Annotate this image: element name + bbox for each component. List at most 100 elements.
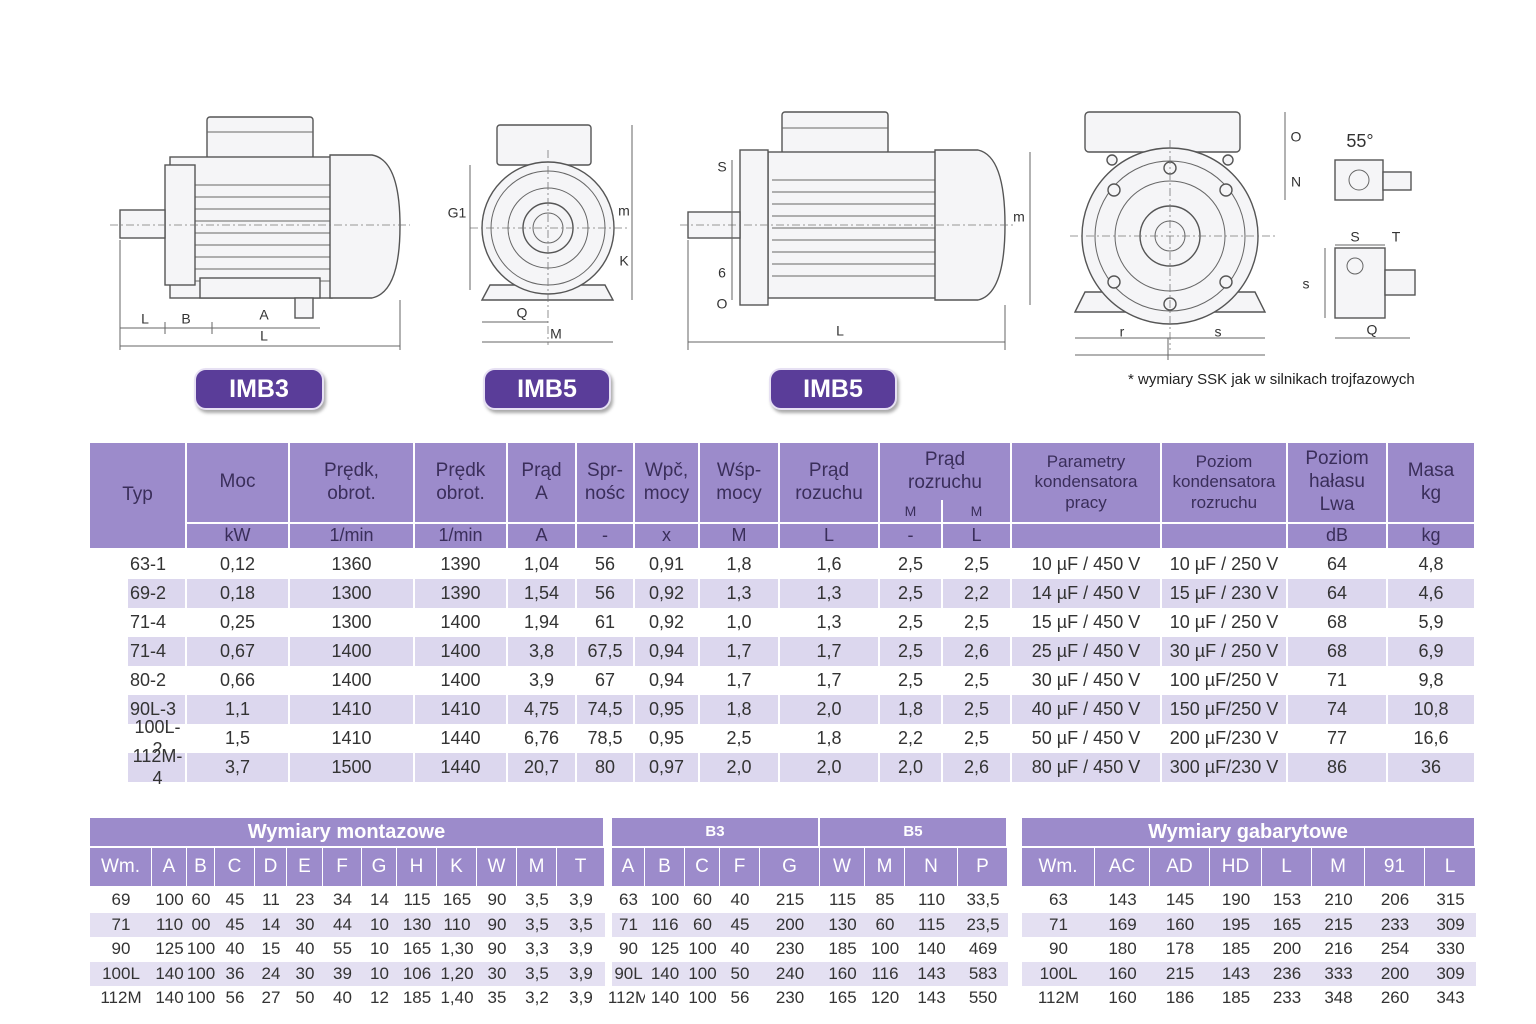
table-cell: 15 xyxy=(255,937,287,962)
table-cell: 10 µF / 450 V xyxy=(1012,550,1162,579)
table-cell: 50 xyxy=(287,986,323,1011)
table-cell: 1360 xyxy=(290,550,415,579)
table-cell: 71 xyxy=(612,912,645,937)
table-cell: 140 xyxy=(645,986,685,1011)
dimension-label: M xyxy=(550,326,562,342)
table-cell: 36 xyxy=(215,961,255,986)
dimension-label: m xyxy=(1013,209,1025,225)
table-title: B3 xyxy=(612,818,820,846)
table-cell: 112M xyxy=(90,986,152,1011)
table-cell: 3,5 xyxy=(517,961,557,986)
table-cell: 10 µF / 250 V xyxy=(1162,550,1288,579)
dimension-label: O xyxy=(717,296,728,312)
table-cell: 100 xyxy=(685,961,720,986)
table-cell: 2,0 xyxy=(880,753,943,782)
table-cell: 3,5 xyxy=(557,912,605,937)
table-cell: 50 µF / 450 V xyxy=(1012,724,1162,753)
table-cell: 68 xyxy=(1288,637,1388,666)
dimension-label: r xyxy=(1120,324,1125,340)
table-cell: 1,8 xyxy=(780,724,880,753)
table-cell: 63-1 xyxy=(128,550,187,579)
header-cell: C xyxy=(215,848,255,886)
table-cell: 10 xyxy=(362,912,397,937)
table-cell: 169 xyxy=(1095,912,1150,937)
table-cell: 3,9 xyxy=(508,666,577,695)
table-cell: 2,5 xyxy=(880,666,943,695)
unit-cell: L xyxy=(943,522,1012,548)
table-cell: 0,97 xyxy=(635,753,700,782)
header-cell: Prąd A xyxy=(508,443,577,522)
header-cell: C xyxy=(685,848,720,886)
unit-cell: kg xyxy=(1388,522,1476,548)
table-cell: 39 xyxy=(323,961,362,986)
table-cell: 74,5 xyxy=(577,695,635,724)
table-cell: 469 xyxy=(958,937,1008,962)
table-cell: 71-4 xyxy=(128,608,187,637)
table-cell: 140 xyxy=(152,986,187,1011)
table-cell: 140 xyxy=(152,961,187,986)
table-cell: 60 xyxy=(865,912,905,937)
header-cell: AC xyxy=(1095,848,1150,886)
table-cell: 67,5 xyxy=(577,637,635,666)
unit-cell: 1/min xyxy=(290,522,415,548)
table-cell: 80 µF / 450 V xyxy=(1012,753,1162,782)
table-cell: 185 xyxy=(1210,986,1262,1011)
header-cell: P xyxy=(958,848,1008,886)
table-cell: 90 xyxy=(477,937,517,962)
table-cell: 143 xyxy=(905,986,958,1011)
table-cell: 1,7 xyxy=(700,637,780,666)
dimension-label: O xyxy=(1291,129,1302,145)
table-cell: 112M xyxy=(608,986,649,1011)
table-cell: 1,1 xyxy=(187,695,290,724)
table-cell: 1410 xyxy=(290,724,415,753)
table-cell: 348 xyxy=(1312,986,1365,1011)
table-cell: 34 xyxy=(323,888,362,913)
table-cell: 2,2 xyxy=(880,724,943,753)
table-cell: 1,3 xyxy=(700,579,780,608)
unit-cell: kW xyxy=(187,522,290,548)
table-cell: 200 xyxy=(1262,937,1312,962)
table-cell: 45 xyxy=(215,912,255,937)
table-cell: 100 xyxy=(685,986,720,1011)
table-cell: 40 xyxy=(215,937,255,962)
table-cell: 71 xyxy=(1288,666,1388,695)
table-cell: 130 xyxy=(397,912,437,937)
drawing-flange-front xyxy=(1070,111,1416,360)
table-cell: 63 xyxy=(1022,888,1095,913)
table-cell: 9,8 xyxy=(1388,666,1476,695)
header-cell: H xyxy=(397,848,437,886)
table-cell: 56 xyxy=(215,986,255,1011)
table-cell: 64 xyxy=(1288,579,1388,608)
dimension-label: L xyxy=(836,323,844,339)
header-cell: W xyxy=(820,848,865,886)
table-cell: 16,6 xyxy=(1388,724,1476,753)
table-cell: 160 xyxy=(1095,961,1150,986)
dimension-label: L xyxy=(260,328,268,344)
table-cell: 112M-4 xyxy=(128,746,187,788)
table-cell: 6,9 xyxy=(1388,637,1476,666)
table-cell: 333 xyxy=(1312,961,1365,986)
table-cell: 1,04 xyxy=(508,550,577,579)
unit-cell: M xyxy=(700,522,780,548)
table-cell: 100L-2 xyxy=(128,717,187,759)
table-cell: 86 xyxy=(1288,753,1388,782)
table-cell: 1,54 xyxy=(508,579,577,608)
table-cell: 56 xyxy=(577,579,635,608)
header-cell: F xyxy=(323,848,362,886)
dimension-label: Q xyxy=(1367,322,1378,338)
table-cell: 1440 xyxy=(415,724,508,753)
table-cell: 12 xyxy=(362,986,397,1011)
table-cell: 309 xyxy=(1425,961,1476,986)
table-cell: 1400 xyxy=(415,608,508,637)
table-cell: 56 xyxy=(577,550,635,579)
table-cell: 0,92 xyxy=(635,579,700,608)
table-title: Wymiary montazowe xyxy=(90,818,605,846)
header-cell: A xyxy=(152,848,187,886)
table-cell: 4,8 xyxy=(1388,550,1476,579)
table-cell: 2,5 xyxy=(943,724,1012,753)
table-cell: 2,6 xyxy=(943,753,1012,782)
table-cell: 309 xyxy=(1425,912,1476,937)
table-cell: 140 xyxy=(645,961,685,986)
dimension-label: S xyxy=(1350,229,1359,245)
dimension-label: Q xyxy=(517,305,528,321)
